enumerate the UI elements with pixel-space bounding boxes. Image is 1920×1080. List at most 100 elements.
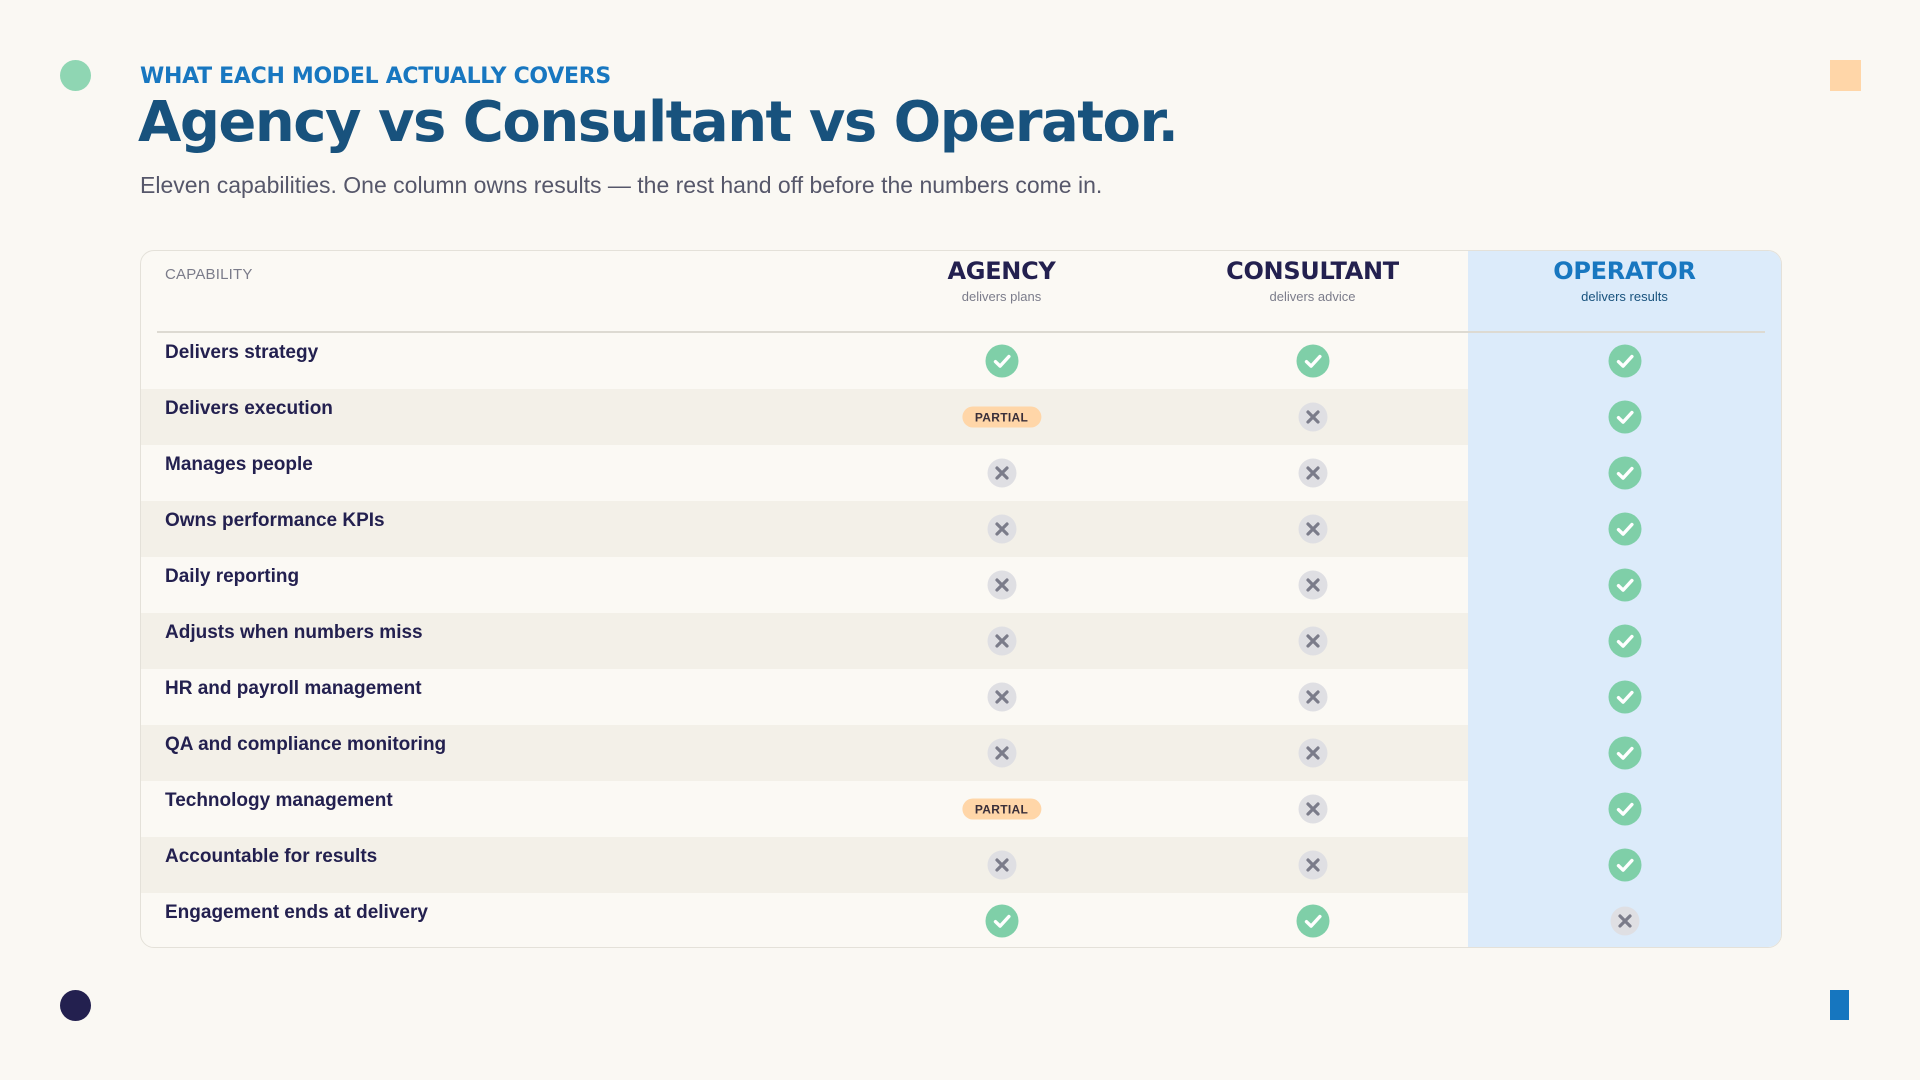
cell-operator — [1468, 613, 1781, 669]
check-icon — [1608, 568, 1641, 602]
cell-consultant — [1156, 389, 1469, 445]
cross-icon — [987, 570, 1016, 600]
cell-operator — [1468, 725, 1781, 781]
table-row: Owns performance KPIs — [141, 501, 1781, 557]
capability-column-header: CAPABILITY — [165, 266, 253, 283]
table-body: Delivers strategy Delivers execution PARTI… — [141, 333, 1781, 947]
cross-icon — [1298, 626, 1327, 656]
check-icon — [1608, 680, 1641, 714]
check-icon — [1608, 512, 1641, 546]
column-header-consultant: CONSULTANT delivers advice — [1156, 257, 1469, 304]
cross-icon — [1298, 458, 1327, 488]
decorative-circle-green — [60, 60, 91, 91]
partial-badge: PARTIAL — [961, 798, 1042, 820]
check-icon — [1608, 848, 1641, 882]
cell-consultant — [1156, 445, 1469, 501]
cross-icon — [987, 682, 1016, 712]
table-row: Accountable for results — [141, 837, 1781, 893]
table-row: Daily reporting — [141, 557, 1781, 613]
cross-icon — [987, 850, 1016, 880]
cell-consultant — [1156, 725, 1469, 781]
table-row: QA and compliance monitoring — [141, 725, 1781, 781]
cell-agency: PARTIAL — [845, 389, 1158, 445]
cross-icon — [1298, 514, 1327, 544]
comparison-table: CAPABILITY AGENCY delivers plans CONSULT… — [140, 250, 1782, 948]
cell-consultant — [1156, 669, 1469, 725]
cell-operator — [1468, 501, 1781, 557]
cross-icon — [1298, 794, 1327, 824]
row-stripe — [141, 725, 1468, 781]
decorative-square-peach — [1830, 60, 1861, 91]
cell-consultant — [1156, 501, 1469, 557]
capability-label: Delivers strategy — [165, 342, 319, 363]
capability-label: Technology management — [165, 790, 393, 811]
cross-icon — [1298, 570, 1327, 600]
cell-agency — [845, 893, 1158, 947]
cross-icon — [987, 458, 1016, 488]
cell-agency — [845, 669, 1158, 725]
capability-label: Daily reporting — [165, 566, 300, 587]
cell-operator — [1468, 669, 1781, 725]
page-title: Agency vs Consultant vs Operator. — [138, 90, 1179, 155]
check-icon — [1608, 624, 1641, 658]
capability-label: Engagement ends at delivery — [165, 902, 428, 923]
cell-agency — [845, 725, 1158, 781]
table-row: Adjusts when numbers miss — [141, 613, 1781, 669]
cross-icon — [1298, 682, 1327, 712]
eyebrow-label: WHAT EACH MODEL ACTUALLY COVERS — [140, 64, 611, 89]
cell-agency: PARTIAL — [845, 781, 1158, 837]
cell-agency — [845, 557, 1158, 613]
check-icon — [1608, 344, 1641, 378]
table-header: CAPABILITY AGENCY delivers plans CONSULT… — [141, 251, 1781, 331]
cross-icon — [1610, 906, 1639, 936]
cell-consultant — [1156, 781, 1469, 837]
capability-label: Accountable for results — [165, 846, 378, 867]
cell-operator — [1468, 333, 1781, 389]
cell-agency — [845, 501, 1158, 557]
check-icon — [1608, 400, 1641, 434]
capability-label: Delivers execution — [165, 398, 333, 419]
check-icon — [1296, 904, 1329, 938]
cell-consultant — [1156, 893, 1469, 947]
cell-operator — [1468, 893, 1781, 947]
table-row: Manages people — [141, 445, 1781, 501]
cross-icon — [1298, 402, 1327, 432]
column-tagline: delivers results — [1581, 289, 1668, 304]
table-row: HR and payroll management — [141, 669, 1781, 725]
check-icon — [1608, 456, 1641, 490]
cell-operator — [1468, 557, 1781, 613]
capability-label: QA and compliance monitoring — [165, 734, 447, 755]
row-stripe — [141, 837, 1468, 893]
cross-icon — [1298, 738, 1327, 768]
capability-label: Manages people — [165, 454, 313, 475]
row-stripe — [141, 389, 1468, 445]
cross-icon — [987, 738, 1016, 768]
capability-label: HR and payroll management — [165, 678, 422, 699]
cell-operator — [1468, 781, 1781, 837]
row-stripe — [141, 501, 1468, 557]
cross-icon — [1298, 850, 1327, 880]
cell-consultant — [1156, 837, 1469, 893]
row-stripe — [141, 613, 1468, 669]
table-row: Delivers strategy — [141, 333, 1781, 389]
cell-consultant — [1156, 333, 1469, 389]
column-name: OPERATOR — [1553, 257, 1696, 285]
column-header-agency: AGENCY delivers plans — [845, 257, 1158, 304]
check-icon — [1608, 736, 1641, 770]
cross-icon — [987, 626, 1016, 656]
table-row: Technology management PARTIAL — [141, 781, 1781, 837]
cell-agency — [845, 333, 1158, 389]
decorative-circle-navy — [60, 990, 91, 1021]
capability-label: Adjusts when numbers miss — [165, 622, 423, 643]
partial-badge: PARTIAL — [961, 406, 1042, 428]
decorative-bar-blue — [1830, 990, 1849, 1020]
column-tagline: delivers advice — [1269, 289, 1356, 304]
header-divider — [157, 331, 1765, 333]
check-icon — [1296, 344, 1329, 378]
column-header-operator: OPERATOR delivers results — [1468, 257, 1781, 304]
check-icon — [1608, 792, 1641, 826]
column-name: CONSULTANT — [1226, 257, 1399, 285]
table-row: Delivers execution PARTIAL — [141, 389, 1781, 445]
cell-operator — [1468, 389, 1781, 445]
cell-agency — [845, 837, 1158, 893]
